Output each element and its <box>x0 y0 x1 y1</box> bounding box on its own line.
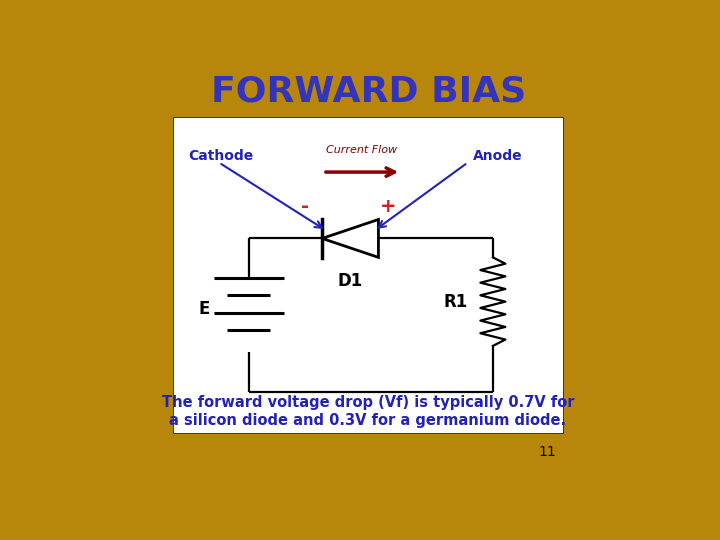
Text: FORWARD BIAS: FORWARD BIAS <box>212 75 526 109</box>
Text: -: - <box>301 197 309 217</box>
Polygon shape <box>322 219 379 258</box>
Text: D1: D1 <box>338 272 363 290</box>
Text: a silicon diode and 0.3V for a germanium diode.: a silicon diode and 0.3V for a germanium… <box>169 413 567 428</box>
Bar <box>173 117 563 433</box>
Text: +: + <box>380 197 397 217</box>
Text: R1: R1 <box>444 293 468 310</box>
Text: Cathode: Cathode <box>188 149 253 163</box>
Text: 11: 11 <box>539 445 557 459</box>
Text: The forward voltage drop (Vf) is typically 0.7V for: The forward voltage drop (Vf) is typical… <box>161 395 574 410</box>
Text: Current Flow: Current Flow <box>326 145 397 155</box>
Text: Anode: Anode <box>473 149 523 163</box>
Text: E: E <box>198 300 210 318</box>
